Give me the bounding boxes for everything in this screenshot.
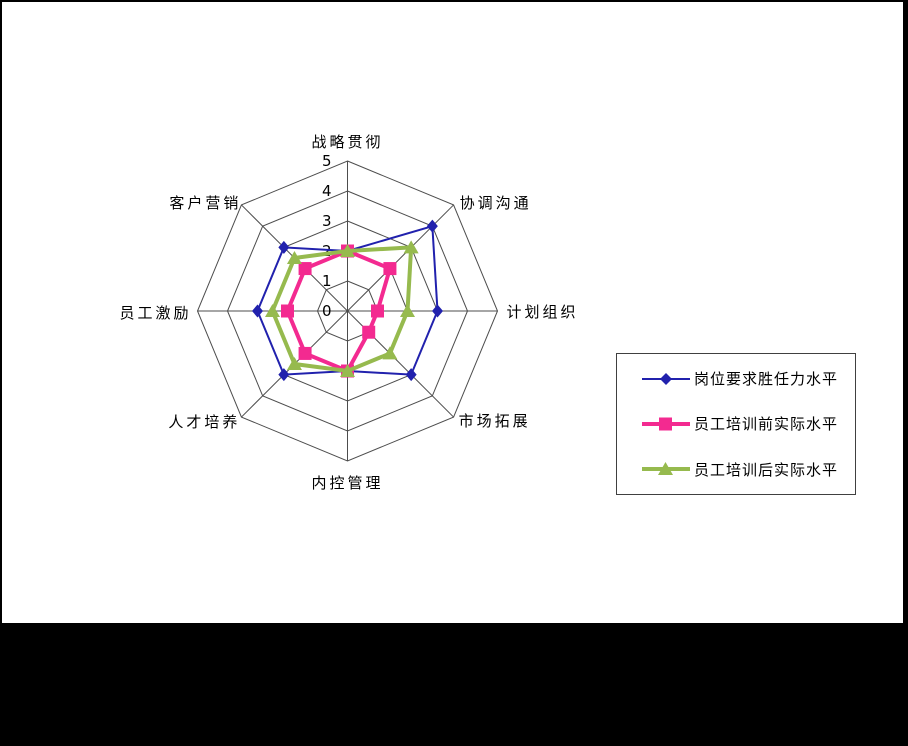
data-point-square <box>298 346 312 360</box>
data-point-triangle <box>382 346 398 360</box>
tick-label: 1 <box>322 272 332 290</box>
legend-key-triangle-icon <box>642 462 690 476</box>
data-point-triangle <box>403 240 419 254</box>
data-point-diamond <box>278 240 290 254</box>
tick-label: 5 <box>322 152 332 170</box>
legend-label: 员工培训后实际水平 <box>694 460 839 479</box>
legend-label: 岗位要求胜任力水平 <box>694 370 839 389</box>
tick-label: 3 <box>322 212 332 230</box>
data-point-triangle <box>286 357 302 371</box>
data-point-triangle <box>340 244 355 257</box>
legend-item: 员工培训前实际水平 <box>617 413 855 434</box>
data-point-triangle <box>286 250 302 264</box>
data-point-diamond <box>252 304 263 318</box>
data-point-diamond <box>278 368 290 382</box>
data-point-diamond <box>432 304 443 318</box>
legend-label: 员工培训前实际水平 <box>694 415 839 434</box>
axis-category-label: 协调沟通 <box>460 194 532 212</box>
axis-category-label: 员工激励 <box>119 304 191 322</box>
tick-label: 2 <box>322 242 332 260</box>
legend-item: 岗位要求胜任力水平 <box>617 368 855 389</box>
axis-category-label: 内控管理 <box>311 474 383 492</box>
axis-category-label: 人才培养 <box>168 413 240 431</box>
tick-label: 0 <box>322 302 332 320</box>
legend: 岗位要求胜任力水平 员工培训前实际水平 员工培训后实际水平 <box>616 353 856 495</box>
data-point-square <box>281 304 294 318</box>
data-point-square <box>298 262 312 276</box>
legend-key-diamond-icon <box>642 372 690 385</box>
axis-category-label: 计划组织 <box>507 303 579 321</box>
data-point-square <box>362 325 376 339</box>
data-point-triangle <box>265 304 280 317</box>
axis-spoke <box>347 204 454 312</box>
data-point-triangle <box>400 304 415 317</box>
tick-label: 4 <box>322 182 332 200</box>
legend-item: 员工培训后实际水平 <box>617 459 855 480</box>
data-point-diamond <box>405 368 417 382</box>
axis-category-label: 客户营销 <box>169 194 241 212</box>
data-point-square <box>383 262 397 276</box>
data-point-triangle <box>340 364 355 377</box>
legend-key-square-icon <box>642 417 690 431</box>
axis-category-label: 市场拓展 <box>459 412 531 430</box>
axis-category-label: 战略贯彻 <box>311 133 383 151</box>
chart-canvas <box>2 2 903 623</box>
data-point-square <box>371 304 384 318</box>
data-point-diamond <box>426 219 438 233</box>
